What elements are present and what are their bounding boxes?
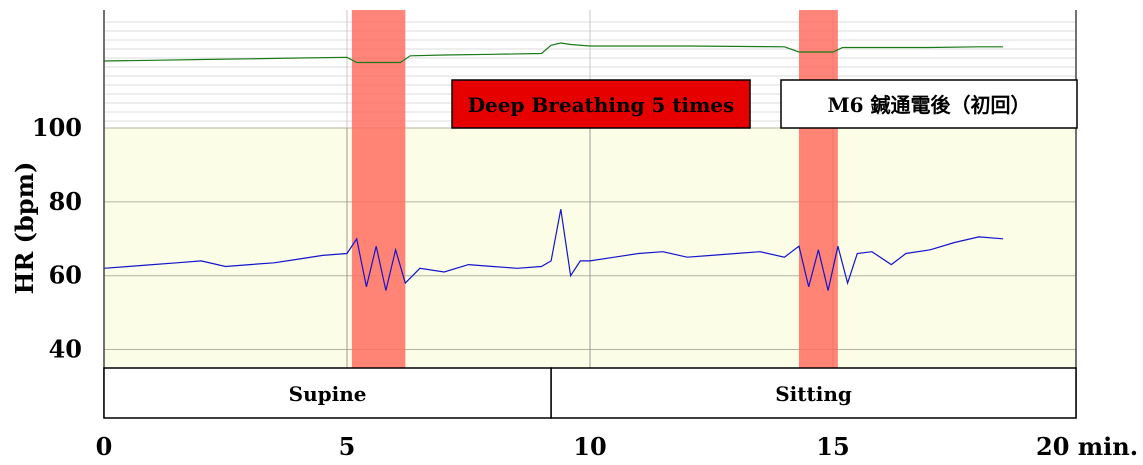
annotation-deep-breathing-label: Deep Breathing 5 times	[468, 93, 735, 117]
body-position-bar: Supine Sitting	[103, 367, 1077, 419]
position-label: Sitting	[775, 382, 852, 406]
annotation-acupuncture-label: M6 鍼通電後（初回）	[827, 93, 1030, 117]
x-tick-label: 15	[816, 432, 849, 461]
upper-strip-trace	[103, 42, 1004, 64]
x-tick-label: 0	[96, 432, 113, 461]
annotation-acupuncture: M6 鍼通電後（初回）	[780, 79, 1078, 129]
annotation-deep-breathing: Deep Breathing 5 times	[451, 79, 751, 129]
y-tick-label: 40	[49, 335, 82, 364]
x-axis-tick-labels: 0 5 10 15 20 min.	[96, 432, 1138, 461]
y-axis-title: HR (bpm)	[10, 162, 39, 295]
x-tick-label: 5	[339, 432, 356, 461]
annotation-acupuncture-box	[780, 79, 1078, 129]
y-axis-tick-labels: 100 80 60 40	[32, 113, 82, 364]
position-segment	[550, 367, 1077, 419]
annotation-deep-breathing-box	[451, 79, 751, 129]
shaded-interval	[351, 10, 406, 368]
deep-breathing-intervals	[351, 10, 838, 368]
position-label: Supine	[289, 382, 367, 406]
position-segment	[103, 367, 552, 419]
shaded-interval	[798, 10, 838, 368]
y-tick-label: 100	[32, 113, 82, 142]
y-tick-label: 80	[49, 187, 82, 216]
x-tick-label: 10	[573, 432, 606, 461]
x-tick-label: 20 min.	[1036, 432, 1138, 461]
y-tick-label: 60	[49, 261, 82, 290]
heart-rate-series-line	[103, 209, 1004, 291]
